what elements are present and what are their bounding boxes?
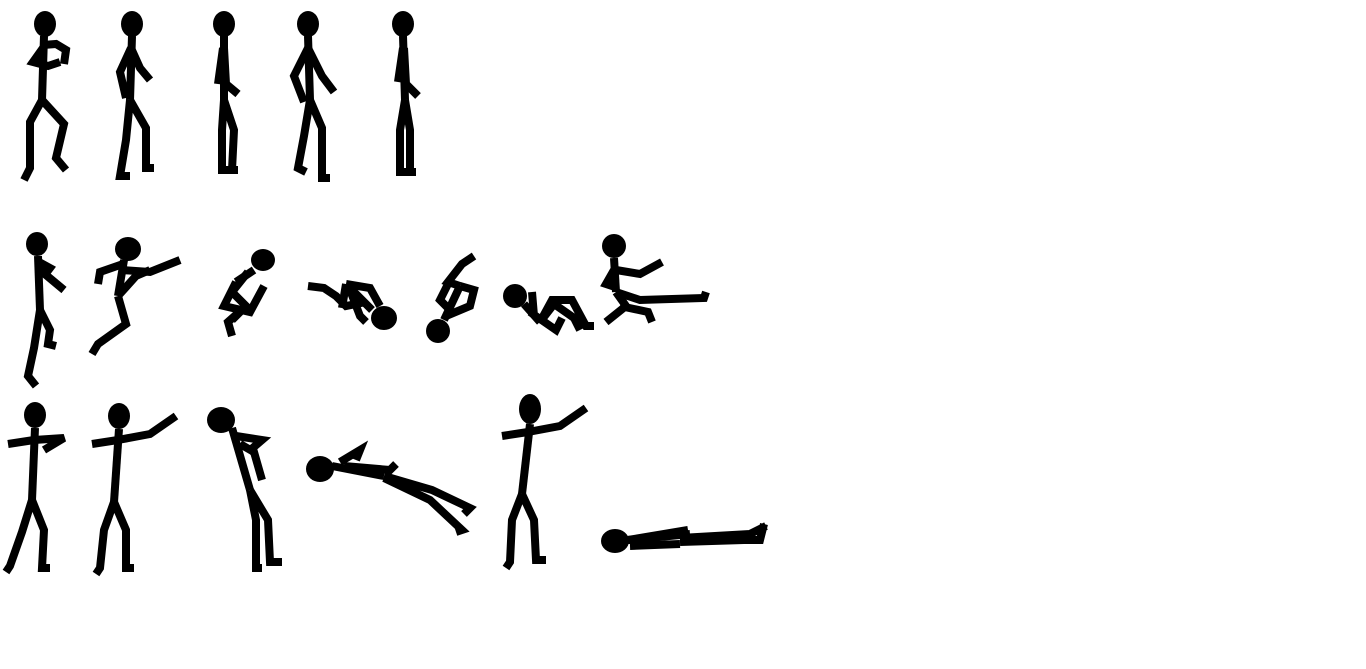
legs	[338, 280, 384, 325]
arms	[289, 46, 338, 104]
lying-frame-6	[601, 522, 768, 553]
arms	[26, 39, 71, 71]
flip-frame-1	[23, 232, 67, 389]
arms	[435, 282, 479, 320]
head	[371, 306, 397, 330]
legs	[603, 288, 710, 326]
arms	[501, 404, 589, 440]
punch-frame-2	[91, 403, 179, 577]
legs	[218, 280, 268, 338]
head	[207, 407, 235, 433]
legs	[246, 487, 282, 572]
head	[601, 529, 629, 553]
body	[228, 426, 254, 492]
legs	[218, 98, 239, 174]
hit-frame-3	[207, 407, 282, 572]
body	[304, 35, 314, 101]
head	[115, 237, 141, 261]
punch-frame-1	[2, 402, 67, 575]
arms	[627, 526, 689, 550]
head	[297, 11, 319, 37]
arms	[600, 258, 664, 292]
head	[519, 394, 541, 424]
arms	[337, 440, 399, 475]
legs	[536, 296, 594, 332]
head	[426, 319, 450, 343]
walk-frame-3	[213, 11, 241, 174]
head	[34, 11, 56, 37]
legs	[679, 522, 768, 546]
legs	[2, 498, 50, 575]
walk-frame-2	[115, 11, 154, 180]
arms	[7, 434, 67, 454]
arms	[115, 46, 154, 99]
punch-frame-5	[501, 394, 589, 571]
legs	[88, 266, 152, 357]
arms	[214, 47, 241, 98]
flip-frame-7	[600, 234, 710, 326]
head	[503, 284, 527, 308]
walk-frame-4	[289, 11, 338, 182]
arms	[91, 412, 179, 448]
flip-frame-6	[503, 284, 594, 336]
fall-frame-4	[306, 440, 477, 536]
head	[392, 11, 414, 37]
legs	[382, 472, 477, 536]
arms	[235, 432, 272, 482]
walk-frame-1	[20, 11, 71, 182]
flip-frame-2	[88, 237, 182, 357]
legs	[20, 97, 70, 182]
legs	[502, 492, 546, 571]
arms	[394, 47, 421, 99]
legs	[92, 500, 134, 577]
walk-frame-5	[392, 11, 421, 176]
head	[213, 11, 235, 37]
head	[108, 403, 130, 429]
legs	[115, 98, 154, 180]
flip-frame-3	[218, 249, 275, 338]
head	[306, 456, 334, 482]
head	[251, 249, 275, 271]
head	[24, 402, 46, 428]
legs	[396, 99, 416, 176]
head	[26, 232, 48, 256]
body	[126, 35, 136, 101]
flip-frame-4	[307, 280, 397, 330]
legs	[441, 252, 477, 290]
head	[602, 234, 626, 258]
head	[121, 11, 143, 37]
legs	[293, 98, 330, 182]
arms	[37, 258, 67, 294]
body	[518, 423, 534, 495]
legs	[23, 308, 57, 389]
flip-frame-5	[426, 252, 479, 343]
